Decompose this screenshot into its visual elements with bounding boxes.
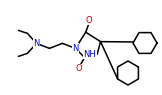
Text: NH: NH	[83, 50, 96, 59]
Text: N: N	[33, 39, 40, 48]
Text: N: N	[72, 44, 79, 53]
Text: O: O	[76, 64, 82, 73]
Text: O: O	[86, 16, 92, 25]
